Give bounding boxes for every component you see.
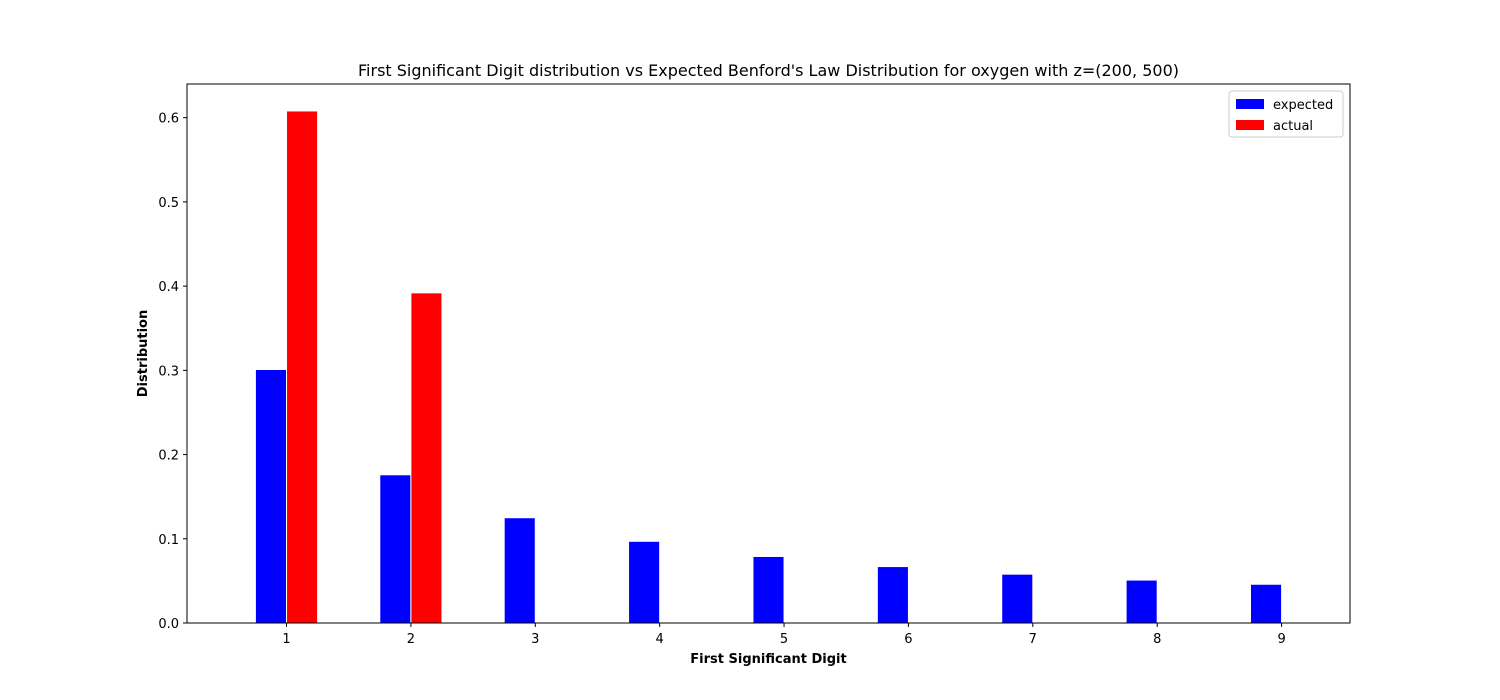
y-tick-label: 0.1 — [158, 533, 179, 548]
bar-expected-6 — [876, 566, 909, 624]
x-tick-label: 6 — [904, 632, 912, 647]
legend-label-actual: actual — [1273, 119, 1313, 134]
legend-swatch-expected — [1236, 99, 1264, 109]
bar-expected-1 — [254, 369, 288, 624]
x-tick-label: 8 — [1153, 632, 1161, 647]
bar-expected-9 — [1249, 583, 1283, 624]
legend: expected actual — [1228, 90, 1344, 138]
legend-swatch-actual — [1236, 120, 1264, 130]
chart-title: First Significant Digit distribution vs … — [358, 61, 1179, 80]
y-tick-label: 0.2 — [158, 449, 179, 464]
x-tick-label: 9 — [1277, 632, 1285, 647]
x-axis: 1 2 3 4 5 6 7 8 9 — [282, 623, 1286, 647]
bar-expected-4 — [628, 540, 661, 624]
x-tick-label: 2 — [407, 632, 415, 647]
bar-expected-2 — [379, 474, 412, 624]
x-axis-label: First Significant Digit — [690, 652, 846, 667]
x-tick-label: 4 — [656, 632, 664, 647]
y-axis: 0.0 0.1 0.2 0.3 0.4 0.5 0.6 — [158, 112, 187, 632]
y-tick-label: 0.5 — [158, 196, 179, 211]
bars — [254, 110, 1283, 624]
x-tick-label: 5 — [780, 632, 788, 647]
bar-actual-2 — [410, 292, 443, 624]
x-tick-label: 7 — [1029, 632, 1037, 647]
x-tick-label: 1 — [282, 632, 290, 647]
y-axis-label: Distribution — [136, 310, 151, 397]
x-tick-label: 3 — [531, 632, 539, 647]
plot-frame — [186, 83, 1351, 624]
bar-expected-3 — [503, 517, 536, 624]
bar-expected-8 — [1125, 579, 1158, 624]
bar-actual-1 — [286, 110, 319, 624]
y-tick-label: 0.0 — [158, 617, 179, 632]
y-tick-label: 0.4 — [158, 280, 179, 295]
bar-expected-7 — [1001, 573, 1034, 624]
y-tick-label: 0.3 — [158, 364, 179, 379]
legend-label-expected: expected — [1273, 98, 1333, 113]
y-tick-label: 0.6 — [158, 112, 179, 127]
bar-expected-5 — [752, 555, 785, 624]
